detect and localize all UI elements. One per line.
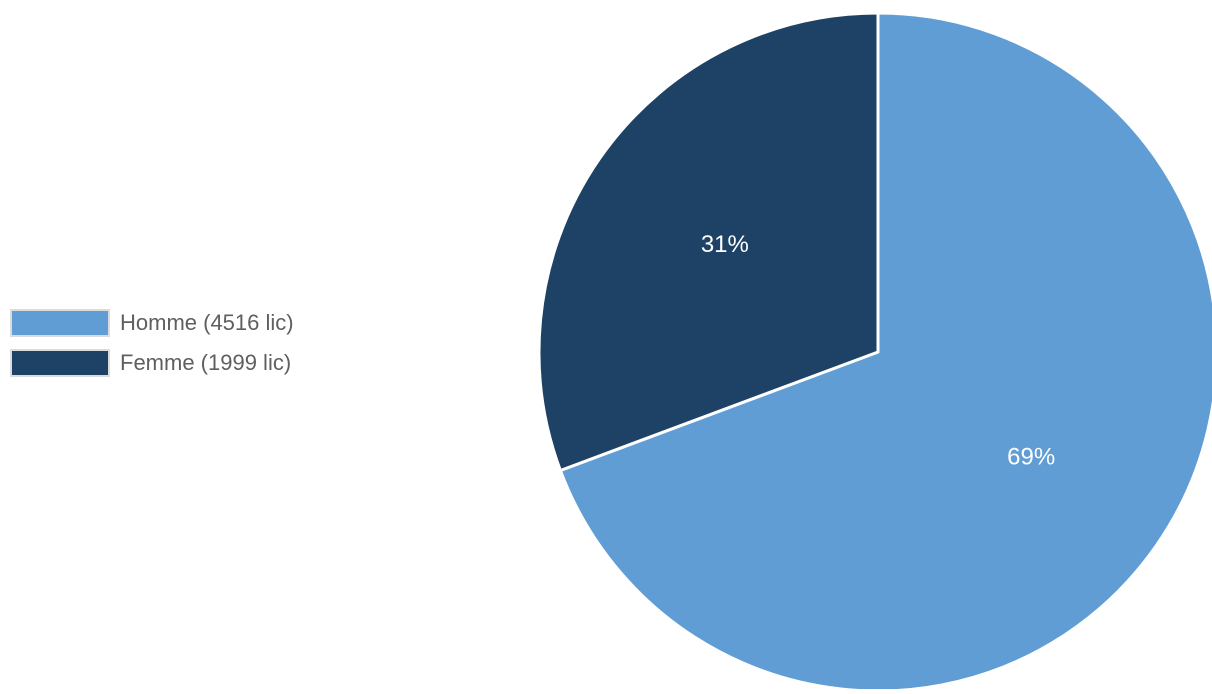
- legend-label-homme: Homme (4516 lic): [120, 310, 294, 335]
- legend-swatch-femme: [10, 349, 110, 377]
- pie-slice-label-1: 31%: [701, 231, 749, 258]
- legend: Homme (4516 lic) Femme (1999 lic): [10, 306, 294, 386]
- pie-slice-1: [537, 11, 880, 472]
- pie-slice-label-0: 69%: [1007, 444, 1055, 471]
- legend-item-homme: Homme (4516 lic): [10, 306, 294, 340]
- legend-label-femme: Femme (1999 lic): [120, 350, 292, 375]
- legend-swatch-homme: [10, 309, 110, 337]
- pie-slice-0: [558, 11, 1212, 693]
- legend-item-femme: Femme (1999 lic): [10, 346, 294, 380]
